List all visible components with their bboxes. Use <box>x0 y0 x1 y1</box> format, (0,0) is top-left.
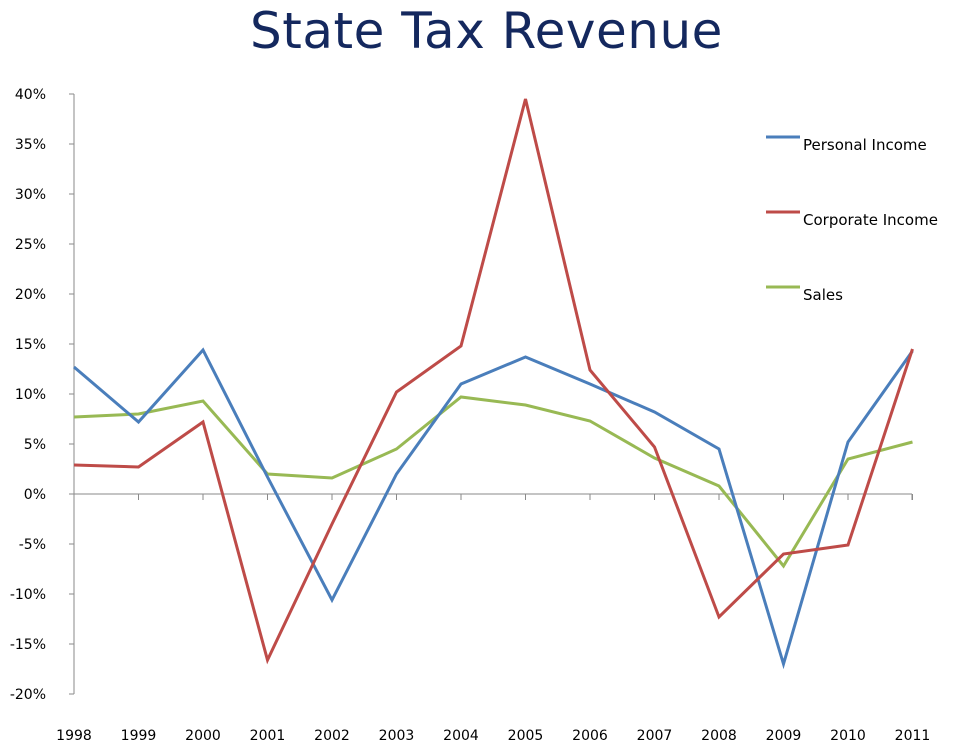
y-tick-label: -10% <box>10 587 46 603</box>
y-tick-label: 40% <box>15 87 46 103</box>
y-tick-label: 25% <box>15 237 46 253</box>
x-tick-label: 2010 <box>830 728 866 744</box>
x-tick-label: 1999 <box>121 728 157 744</box>
axes: 40% 35% 30% 25% 20% 15% 10% 5% 0% -5% -10% -15% -20%… <box>10 87 930 744</box>
x-tick-label: 2008 <box>701 728 737 744</box>
x-tick-label: 1998 <box>56 728 92 744</box>
series-line-personal-income <box>73 347 914 670</box>
y-tick-label: 20% <box>15 287 46 303</box>
legend-label-sales: Sales <box>803 286 843 304</box>
y-tick-label: 15% <box>15 337 46 353</box>
x-tick-label: 2000 <box>185 728 221 744</box>
y-tick-label: 30% <box>15 187 46 203</box>
x-tick-label: 2002 <box>314 728 350 744</box>
series-lines <box>73 98 914 670</box>
x-tick-label: 2001 <box>250 728 286 744</box>
y-tick-label: 35% <box>15 137 46 153</box>
x-tick-label: 2006 <box>572 728 608 744</box>
legend-label-personal-income: Personal Income <box>803 136 927 154</box>
y-tick-label: 10% <box>15 387 46 403</box>
y-tick-label: -20% <box>10 687 46 703</box>
x-tick-label: 2007 <box>637 728 673 744</box>
y-tick-label: 5% <box>24 437 46 453</box>
x-tick-label: 2003 <box>379 728 415 744</box>
x-tick-label: 2009 <box>766 728 802 744</box>
series-line-sales <box>73 395 913 569</box>
y-tick-label: -15% <box>10 637 46 653</box>
y-tick-label: -5% <box>19 537 46 553</box>
x-tick-label: 2005 <box>508 728 544 744</box>
x-tick-label: 2011 <box>895 728 931 744</box>
legend-label-corporate-income: Corporate Income <box>803 211 938 229</box>
chart-title: State Tax Revenue <box>250 2 723 60</box>
y-tick-label: 0% <box>24 487 46 503</box>
legend: Personal Income Corporate Income Sales <box>766 135 938 304</box>
series-line-corporate-income <box>73 98 914 665</box>
x-tick-label: 2004 <box>443 728 479 744</box>
